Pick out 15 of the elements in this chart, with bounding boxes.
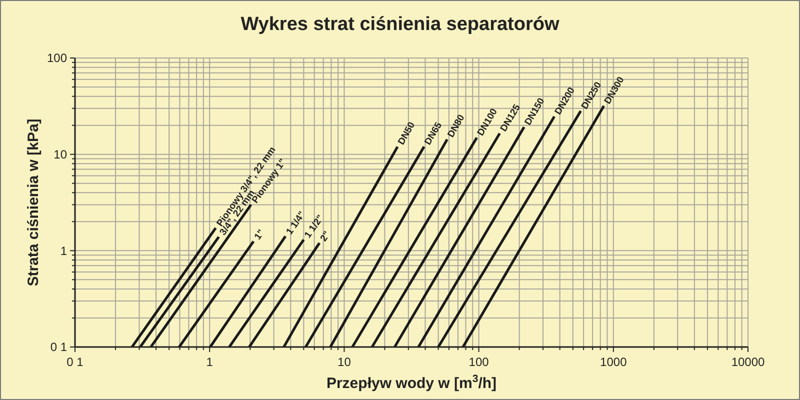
chart-title: Wykres strat ciśnienia separatorów	[240, 14, 560, 35]
text: 2"	[318, 229, 333, 244]
x-axis-title: Przepływ wody w [m$^{3}$/h]	[326, 373, 497, 392]
y-tick-label: 10	[54, 148, 68, 162]
y-tick-label: 0 1	[50, 340, 68, 354]
x-tick-label: 10000	[731, 355, 766, 369]
x-tick-label: 1000	[600, 355, 628, 369]
text: 1"	[252, 228, 268, 242]
x-tick-label: 10	[338, 355, 352, 369]
y-axis-title: Strata ciśnienia w [kPa]	[25, 118, 42, 286]
y-tick-label: 100	[46, 51, 68, 66]
y-tick-label: 1	[60, 244, 68, 258]
x-tick-label: 0 1	[66, 355, 84, 369]
x-tick-label: 100	[468, 355, 490, 369]
x-tick-label: 1	[206, 355, 214, 369]
